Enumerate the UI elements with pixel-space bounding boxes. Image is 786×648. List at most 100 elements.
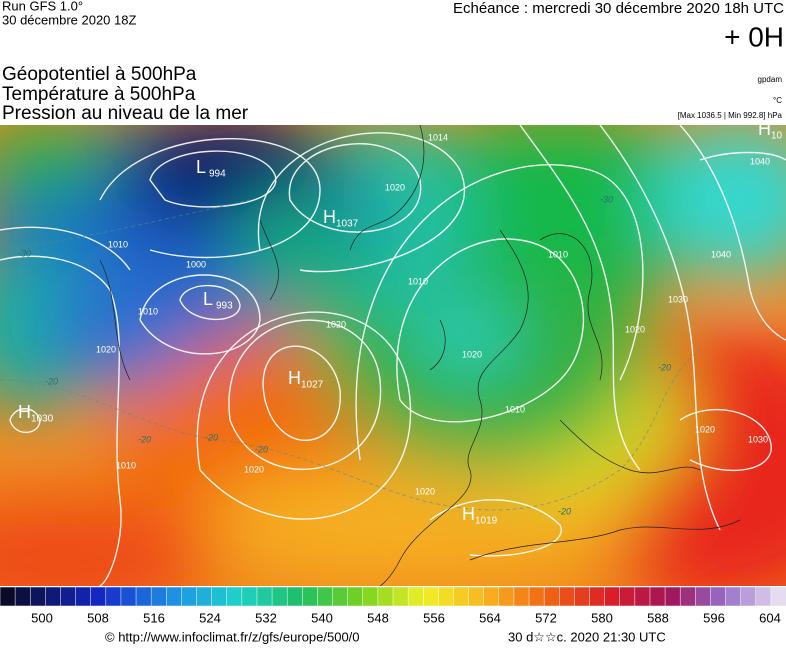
colorbar-swatch xyxy=(286,586,304,607)
temperature-label: -20 xyxy=(45,376,58,386)
temperature-label: -20 xyxy=(205,432,218,442)
center-value: 994 xyxy=(209,169,226,180)
colorbar-swatch xyxy=(468,586,485,607)
colorbar-swatch xyxy=(679,586,697,607)
colorbar-swatch xyxy=(559,586,576,607)
colorbar-label: 556 xyxy=(423,610,445,625)
colorbar-swatch xyxy=(392,586,409,607)
colorbar-swatch xyxy=(256,586,273,607)
colorbar-swatch xyxy=(725,586,742,607)
colorbar-label: 596 xyxy=(703,610,725,625)
colorbar-swatch xyxy=(513,586,530,607)
colorbar-swatch xyxy=(60,586,77,607)
colorbar-swatch xyxy=(271,586,288,607)
colorbar-swatch xyxy=(166,586,183,607)
colorbar-swatch xyxy=(755,586,772,607)
isobar-label: 1020 xyxy=(462,349,482,359)
isobars xyxy=(0,125,786,586)
isobar-label: 1010 xyxy=(408,276,428,286)
colorbar-swatch xyxy=(332,586,349,607)
map-field xyxy=(0,125,786,586)
colorbar-label: 604 xyxy=(759,610,781,625)
colorbar-swatch xyxy=(453,586,470,607)
temperature-label: -20 xyxy=(138,434,151,444)
colorbar-swatch xyxy=(589,586,606,607)
title-geopotential: Géopotentiel à 500hPa xyxy=(2,64,197,85)
colorbar-label: 532 xyxy=(255,610,277,625)
unit-geopotential: gpdam xyxy=(758,75,783,84)
colorbar-label: 540 xyxy=(311,610,333,625)
center-type: H xyxy=(323,207,336,227)
colorbar-swatch xyxy=(649,586,666,607)
isobar-label: 1020 xyxy=(326,319,346,329)
colorbar-swatch xyxy=(226,586,243,607)
colorbar-label: 580 xyxy=(591,610,613,625)
colorbar-swatch xyxy=(45,586,62,607)
colorbar-swatch xyxy=(377,586,394,607)
temperature-label: -30 xyxy=(600,194,613,204)
colorbar-swatch xyxy=(438,586,455,607)
colorbar-swatch xyxy=(770,586,786,607)
isobar-label: 1010 xyxy=(116,460,136,470)
coastlines xyxy=(99,125,741,586)
colorbar-swatch xyxy=(135,586,152,607)
isobar-label: 1040 xyxy=(750,156,770,166)
isobar-label: 1040 xyxy=(711,249,731,259)
temperature-label: -30 xyxy=(18,248,31,258)
isobar-label: 1020 xyxy=(244,464,264,474)
isobar-label: 1020 xyxy=(96,344,116,354)
temperature-label: -20 xyxy=(255,444,268,454)
colorbar-swatch xyxy=(619,586,636,607)
forecast-offset: + 0H xyxy=(724,21,784,52)
colorbar-label: 508 xyxy=(87,610,109,625)
center-type: H xyxy=(18,402,31,422)
colorbar-swatch xyxy=(90,586,107,607)
temperature-contours xyxy=(0,199,701,511)
isobar-label: 1010 xyxy=(548,249,568,259)
isobar-label: 1010 xyxy=(505,404,525,414)
temperature-label: -20 xyxy=(658,362,671,372)
colorbar-swatch xyxy=(317,586,334,607)
colorbar-swatch xyxy=(407,586,424,607)
colorbar-swatch xyxy=(347,586,364,607)
center-value: 1030 xyxy=(31,414,54,425)
isobar-label: 1020 xyxy=(415,486,435,496)
colorbar-label: 548 xyxy=(367,610,389,625)
title-pressure: Pression au niveau de la mer xyxy=(2,103,249,124)
colorbar-swatch xyxy=(528,586,545,607)
center-type: H xyxy=(758,119,771,139)
isobar-label: 1020 xyxy=(625,324,645,334)
colorbar-label: 588 xyxy=(647,610,669,625)
isobar-label: 1020 xyxy=(695,424,715,434)
center-value: 1019 xyxy=(475,516,498,527)
title-temperature: Température à 500hPa xyxy=(2,84,196,105)
colorbar-swatch xyxy=(664,586,681,607)
colorbar-swatch xyxy=(543,586,561,607)
center-type: L xyxy=(203,289,213,309)
colorbar-swatch xyxy=(181,586,198,607)
colorbar-swatch xyxy=(574,586,591,607)
colorbar: 500 508 516 524 532 540 548 556 564 572 580 588 596 6… xyxy=(0,586,786,625)
center-value: 1027 xyxy=(301,380,324,391)
unit-temperature: °C xyxy=(773,96,782,105)
colorbar-swatch xyxy=(120,586,137,607)
isobar-label: 1014 xyxy=(428,132,448,142)
colorbar-swatch xyxy=(75,586,92,607)
center-type: H xyxy=(288,368,301,388)
center-type: L xyxy=(196,157,206,177)
isobar-label: 1010 xyxy=(108,239,128,249)
footer-timestamp: 30 d☆☆c. 2020 21:30 UTC xyxy=(508,629,666,644)
colorbar-label: 500 xyxy=(31,610,53,625)
colorbar-swatch xyxy=(498,586,515,607)
colorbar-swatch xyxy=(150,586,168,607)
isobar-label: 1010 xyxy=(138,306,158,316)
colorbar-swatch xyxy=(196,586,213,607)
center-type: H xyxy=(462,504,475,524)
colorbar-label: 524 xyxy=(199,610,221,625)
run-date: 30 décembre 2020 18Z xyxy=(2,12,136,27)
colorbar-swatch xyxy=(483,586,500,607)
colorbar-swatch xyxy=(422,586,440,607)
colorbar-label: 564 xyxy=(479,610,501,625)
